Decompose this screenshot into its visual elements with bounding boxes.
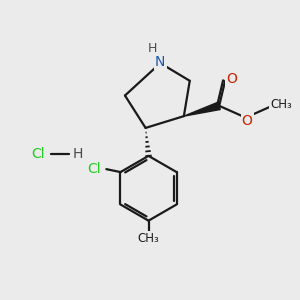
Polygon shape (184, 102, 220, 116)
Text: H: H (147, 42, 157, 55)
Text: Cl: Cl (87, 162, 101, 176)
Text: N: N (155, 55, 166, 69)
Text: CH₃: CH₃ (138, 232, 159, 245)
Text: CH₃: CH₃ (270, 98, 292, 111)
Text: Cl: Cl (31, 147, 45, 161)
Text: H: H (73, 147, 83, 161)
Text: O: O (226, 72, 237, 86)
Text: O: O (242, 114, 253, 128)
